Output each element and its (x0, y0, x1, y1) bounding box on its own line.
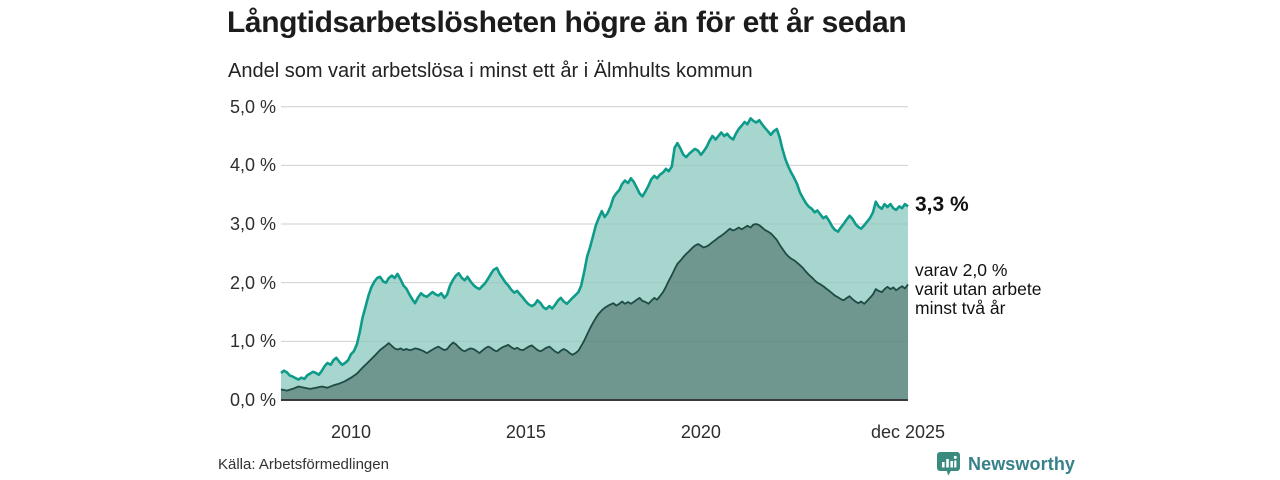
y-tick-label: 4,0 % (229, 155, 276, 176)
x-tick-label: 2015 (505, 422, 546, 442)
area-unemployed-2yr (281, 224, 908, 400)
y-tick-label: 5,0 % (229, 96, 276, 117)
x-tick-label: 2020 (680, 422, 721, 442)
y-tick-label: 3,0 % (229, 214, 276, 235)
x-tick-label: dec 2025 (870, 422, 946, 442)
y-tick-label: 1,0 % (229, 331, 276, 352)
chart-title: Långtidsarbetslösheten högre än för ett … (227, 6, 907, 39)
y-tick-label: 0,0 % (229, 390, 276, 410)
source-note: Källa: Arbetsförmedlingen (218, 456, 389, 473)
newsworthy-logo-icon (937, 452, 960, 476)
brand-logo: Newsworthy (936, 451, 1075, 477)
x-tick-label: 2010 (330, 422, 371, 442)
chart-subtitle: Andel som varit arbetslösa i minst ett å… (228, 60, 753, 82)
line-unemployed-2yr (280, 223, 909, 392)
line-total-unemployed-1yr (280, 117, 909, 381)
end-label-subset-value: varav 2,0 % varit utan arbete minst två … (915, 260, 1042, 318)
y-tick-label: 2,0 % (229, 272, 276, 293)
brand-name: Newsworthy (968, 453, 1076, 474)
end-label-total-value: 3,3 % (915, 193, 969, 216)
